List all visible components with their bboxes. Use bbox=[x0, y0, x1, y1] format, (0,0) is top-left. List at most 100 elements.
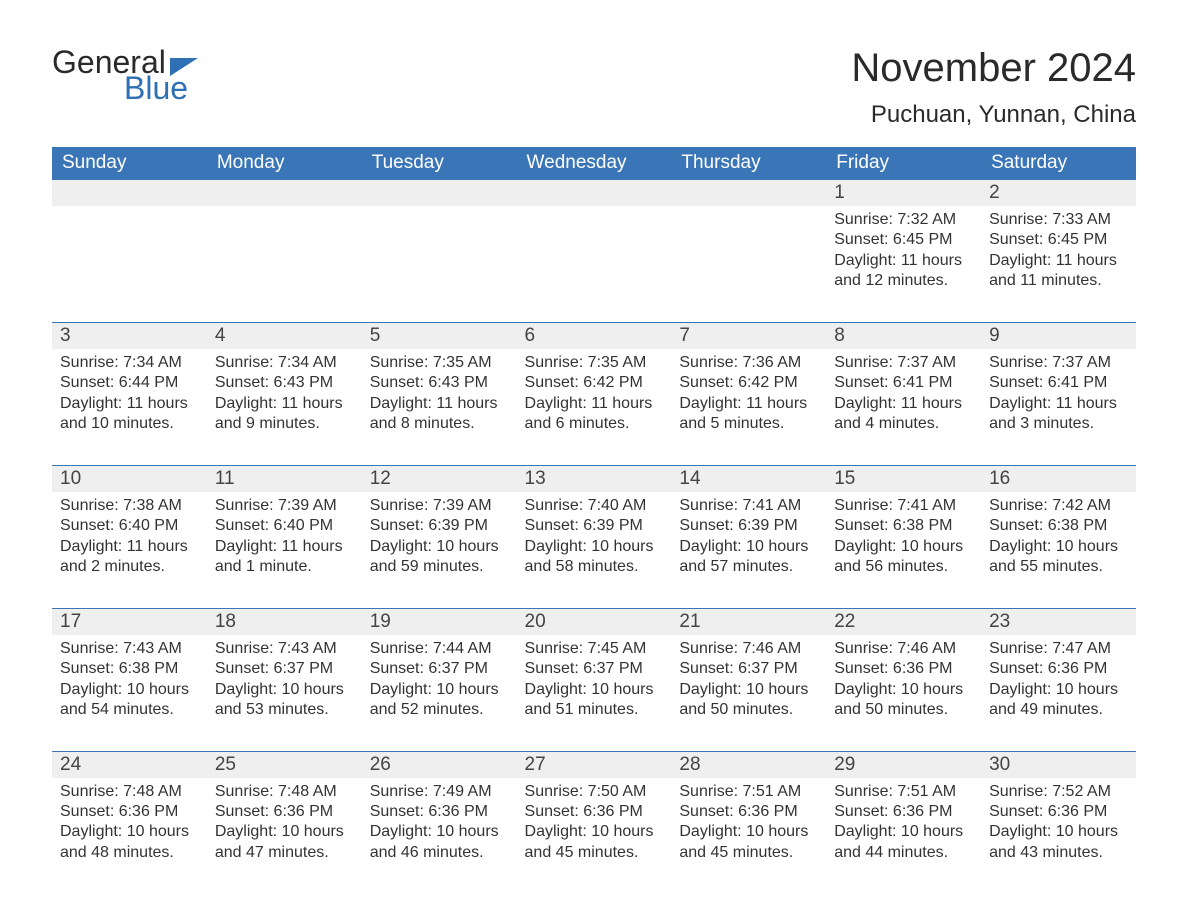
day-d2: and 51 minutes. bbox=[525, 700, 664, 720]
day-sr: Sunrise: 7:39 AM bbox=[370, 496, 509, 516]
day-number-cell: 6 bbox=[517, 323, 672, 349]
day-detail-row: Sunrise: 7:38 AMSunset: 6:40 PMDaylight:… bbox=[52, 492, 1136, 608]
day-number-cell: 4 bbox=[207, 323, 362, 349]
day-d2: and 58 minutes. bbox=[525, 557, 664, 577]
day-number-cell bbox=[52, 180, 207, 206]
day-detail-row: Sunrise: 7:34 AMSunset: 6:44 PMDaylight:… bbox=[52, 349, 1136, 465]
day-number-cell: 16 bbox=[981, 466, 1136, 492]
day-sr: Sunrise: 7:41 AM bbox=[834, 496, 973, 516]
day-d2: and 8 minutes. bbox=[370, 414, 509, 434]
day-detail-row: Sunrise: 7:48 AMSunset: 6:36 PMDaylight:… bbox=[52, 778, 1136, 874]
day-sr: Sunrise: 7:45 AM bbox=[525, 639, 664, 659]
day-d1: Daylight: 11 hours bbox=[989, 251, 1128, 271]
day-detail-cell: Sunrise: 7:45 AMSunset: 6:37 PMDaylight:… bbox=[517, 635, 672, 751]
weekday-header: Monday bbox=[207, 147, 362, 180]
day-d1: Daylight: 10 hours bbox=[60, 680, 199, 700]
day-detail-cell: Sunrise: 7:39 AMSunset: 6:39 PMDaylight:… bbox=[362, 492, 517, 608]
weekday-header-row: SundayMondayTuesdayWednesdayThursdayFrid… bbox=[52, 147, 1136, 180]
day-detail-cell: Sunrise: 7:33 AMSunset: 6:45 PMDaylight:… bbox=[981, 206, 1136, 322]
day-d1: Daylight: 10 hours bbox=[679, 822, 818, 842]
day-number-cell bbox=[207, 180, 362, 206]
day-sr: Sunrise: 7:41 AM bbox=[679, 496, 818, 516]
day-ss: Sunset: 6:37 PM bbox=[370, 659, 509, 679]
day-d1: Daylight: 10 hours bbox=[679, 680, 818, 700]
day-ss: Sunset: 6:38 PM bbox=[834, 516, 973, 536]
day-d1: Daylight: 10 hours bbox=[679, 537, 818, 557]
day-d2: and 57 minutes. bbox=[679, 557, 818, 577]
title-block: November 2024 Puchuan, Yunnan, China bbox=[851, 46, 1136, 129]
day-ss: Sunset: 6:36 PM bbox=[215, 802, 354, 822]
day-ss: Sunset: 6:39 PM bbox=[679, 516, 818, 536]
day-d2: and 53 minutes. bbox=[215, 700, 354, 720]
day-d1: Daylight: 11 hours bbox=[525, 394, 664, 414]
day-sr: Sunrise: 7:32 AM bbox=[834, 210, 973, 230]
day-detail-cell: Sunrise: 7:51 AMSunset: 6:36 PMDaylight:… bbox=[826, 778, 981, 874]
day-sr: Sunrise: 7:46 AM bbox=[679, 639, 818, 659]
location-subtitle: Puchuan, Yunnan, China bbox=[851, 101, 1136, 129]
day-ss: Sunset: 6:37 PM bbox=[525, 659, 664, 679]
day-number-cell: 24 bbox=[52, 752, 207, 778]
day-d2: and 3 minutes. bbox=[989, 414, 1128, 434]
day-d1: Daylight: 10 hours bbox=[989, 537, 1128, 557]
day-ss: Sunset: 6:42 PM bbox=[525, 373, 664, 393]
day-number-row: 17181920212223 bbox=[52, 609, 1136, 635]
day-detail-cell bbox=[671, 206, 826, 322]
day-number-cell: 7 bbox=[671, 323, 826, 349]
day-number-cell: 10 bbox=[52, 466, 207, 492]
weekday-header: Friday bbox=[826, 147, 981, 180]
day-number-cell: 15 bbox=[826, 466, 981, 492]
day-sr: Sunrise: 7:34 AM bbox=[215, 353, 354, 373]
day-detail-cell: Sunrise: 7:42 AMSunset: 6:38 PMDaylight:… bbox=[981, 492, 1136, 608]
day-detail-cell: Sunrise: 7:41 AMSunset: 6:38 PMDaylight:… bbox=[826, 492, 981, 608]
day-sr: Sunrise: 7:49 AM bbox=[370, 782, 509, 802]
brand-logo: General Blue bbox=[52, 46, 198, 104]
weekday-header: Wednesday bbox=[517, 147, 672, 180]
day-number-cell: 26 bbox=[362, 752, 517, 778]
day-ss: Sunset: 6:41 PM bbox=[989, 373, 1128, 393]
day-ss: Sunset: 6:36 PM bbox=[525, 802, 664, 822]
month-title: November 2024 bbox=[851, 46, 1136, 91]
day-number-cell: 22 bbox=[826, 609, 981, 635]
weekday-header: Sunday bbox=[52, 147, 207, 180]
day-sr: Sunrise: 7:43 AM bbox=[215, 639, 354, 659]
logo-triangle-icon bbox=[170, 58, 198, 76]
day-d1: Daylight: 10 hours bbox=[370, 680, 509, 700]
day-number-cell bbox=[671, 180, 826, 206]
day-detail-cell: Sunrise: 7:52 AMSunset: 6:36 PMDaylight:… bbox=[981, 778, 1136, 874]
day-d1: Daylight: 10 hours bbox=[370, 822, 509, 842]
day-sr: Sunrise: 7:38 AM bbox=[60, 496, 199, 516]
day-d1: Daylight: 11 hours bbox=[834, 394, 973, 414]
day-sr: Sunrise: 7:46 AM bbox=[834, 639, 973, 659]
day-d2: and 43 minutes. bbox=[989, 843, 1128, 863]
day-sr: Sunrise: 7:37 AM bbox=[834, 353, 973, 373]
weekday-header: Tuesday bbox=[362, 147, 517, 180]
day-ss: Sunset: 6:41 PM bbox=[834, 373, 973, 393]
day-number-cell: 18 bbox=[207, 609, 362, 635]
day-ss: Sunset: 6:36 PM bbox=[679, 802, 818, 822]
day-d1: Daylight: 10 hours bbox=[215, 680, 354, 700]
day-detail-cell: Sunrise: 7:34 AMSunset: 6:43 PMDaylight:… bbox=[207, 349, 362, 465]
day-detail-cell: Sunrise: 7:48 AMSunset: 6:36 PMDaylight:… bbox=[52, 778, 207, 874]
day-d2: and 52 minutes. bbox=[370, 700, 509, 720]
brand-word-2: Blue bbox=[124, 72, 198, 104]
day-ss: Sunset: 6:36 PM bbox=[60, 802, 199, 822]
day-ss: Sunset: 6:43 PM bbox=[370, 373, 509, 393]
day-number-row: 12 bbox=[52, 180, 1136, 206]
day-d1: Daylight: 10 hours bbox=[989, 822, 1128, 842]
day-number-cell: 27 bbox=[517, 752, 672, 778]
day-sr: Sunrise: 7:52 AM bbox=[989, 782, 1128, 802]
day-detail-cell: Sunrise: 7:39 AMSunset: 6:40 PMDaylight:… bbox=[207, 492, 362, 608]
day-detail-cell bbox=[207, 206, 362, 322]
day-detail-cell: Sunrise: 7:50 AMSunset: 6:36 PMDaylight:… bbox=[517, 778, 672, 874]
day-d2: and 10 minutes. bbox=[60, 414, 199, 434]
day-d1: Daylight: 10 hours bbox=[215, 822, 354, 842]
day-number-row: 10111213141516 bbox=[52, 466, 1136, 492]
day-detail-cell: Sunrise: 7:32 AMSunset: 6:45 PMDaylight:… bbox=[826, 206, 981, 322]
day-d2: and 44 minutes. bbox=[834, 843, 973, 863]
day-d1: Daylight: 10 hours bbox=[834, 537, 973, 557]
day-number-cell: 21 bbox=[671, 609, 826, 635]
day-detail-cell: Sunrise: 7:43 AMSunset: 6:37 PMDaylight:… bbox=[207, 635, 362, 751]
day-ss: Sunset: 6:39 PM bbox=[370, 516, 509, 536]
day-ss: Sunset: 6:36 PM bbox=[989, 659, 1128, 679]
day-detail-cell: Sunrise: 7:36 AMSunset: 6:42 PMDaylight:… bbox=[671, 349, 826, 465]
